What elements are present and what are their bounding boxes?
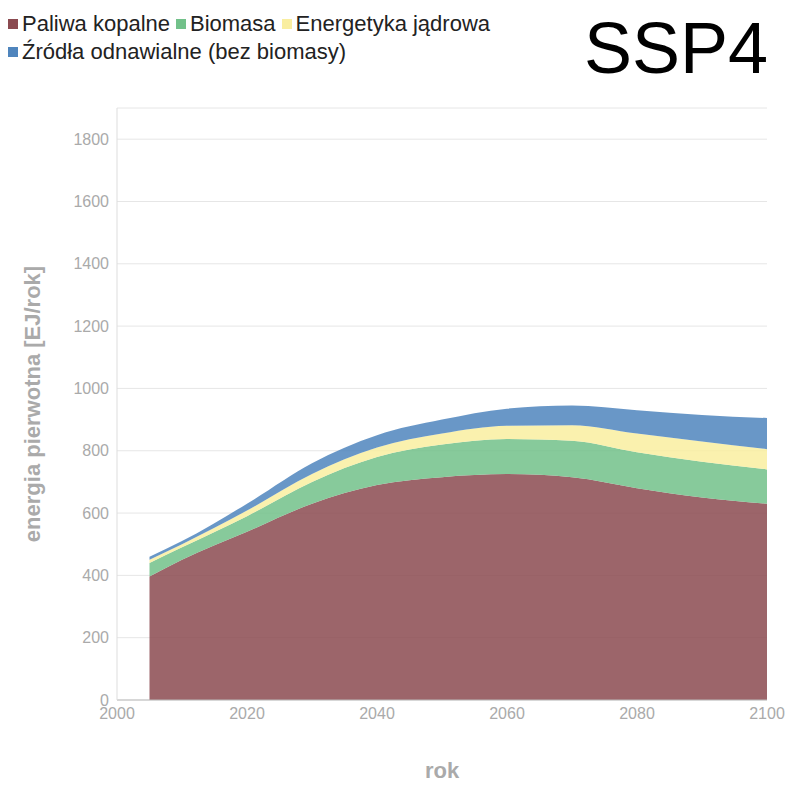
svg-text:1400: 1400 (73, 255, 109, 272)
svg-text:400: 400 (82, 567, 109, 584)
svg-text:1000: 1000 (73, 380, 109, 397)
html-text:Biomasa: Biomasa (190, 11, 276, 36)
svg-text:800: 800 (82, 442, 109, 459)
svg-text:200: 200 (82, 629, 109, 646)
svg-text:2000: 2000 (99, 705, 135, 723)
svg-text:0: 0 (100, 692, 109, 709)
svg-text:2020: 2020 (229, 705, 265, 722)
svg-text:1200: 1200 (73, 318, 109, 335)
svg-text:2060: 2060 (489, 705, 525, 722)
html-text:Źródła odnawialne (bez biomasy: Źródła odnawialne (bez biomasy) (22, 39, 347, 64)
svg-text:rok: rok (425, 758, 460, 783)
html-text:Energetyka jądrowa: Energetyka jądrowa (295, 11, 490, 36)
svg-text:energia pierwotna [EJ/rok]: energia pierwotna [EJ/rok] (20, 266, 45, 542)
html-text:Paliwa kopalne: Paliwa kopalne (22, 11, 170, 36)
svg-text:1600: 1600 (73, 193, 109, 210)
svg-text:600: 600 (82, 505, 109, 522)
svg-text:1800: 1800 (73, 131, 109, 148)
html-text:SSP4: SSP4 (583, 8, 768, 88)
svg-text:2080: 2080 (619, 705, 655, 722)
svg-text:2040: 2040 (359, 705, 395, 722)
svg-text:2100: 2100 (749, 705, 785, 722)
